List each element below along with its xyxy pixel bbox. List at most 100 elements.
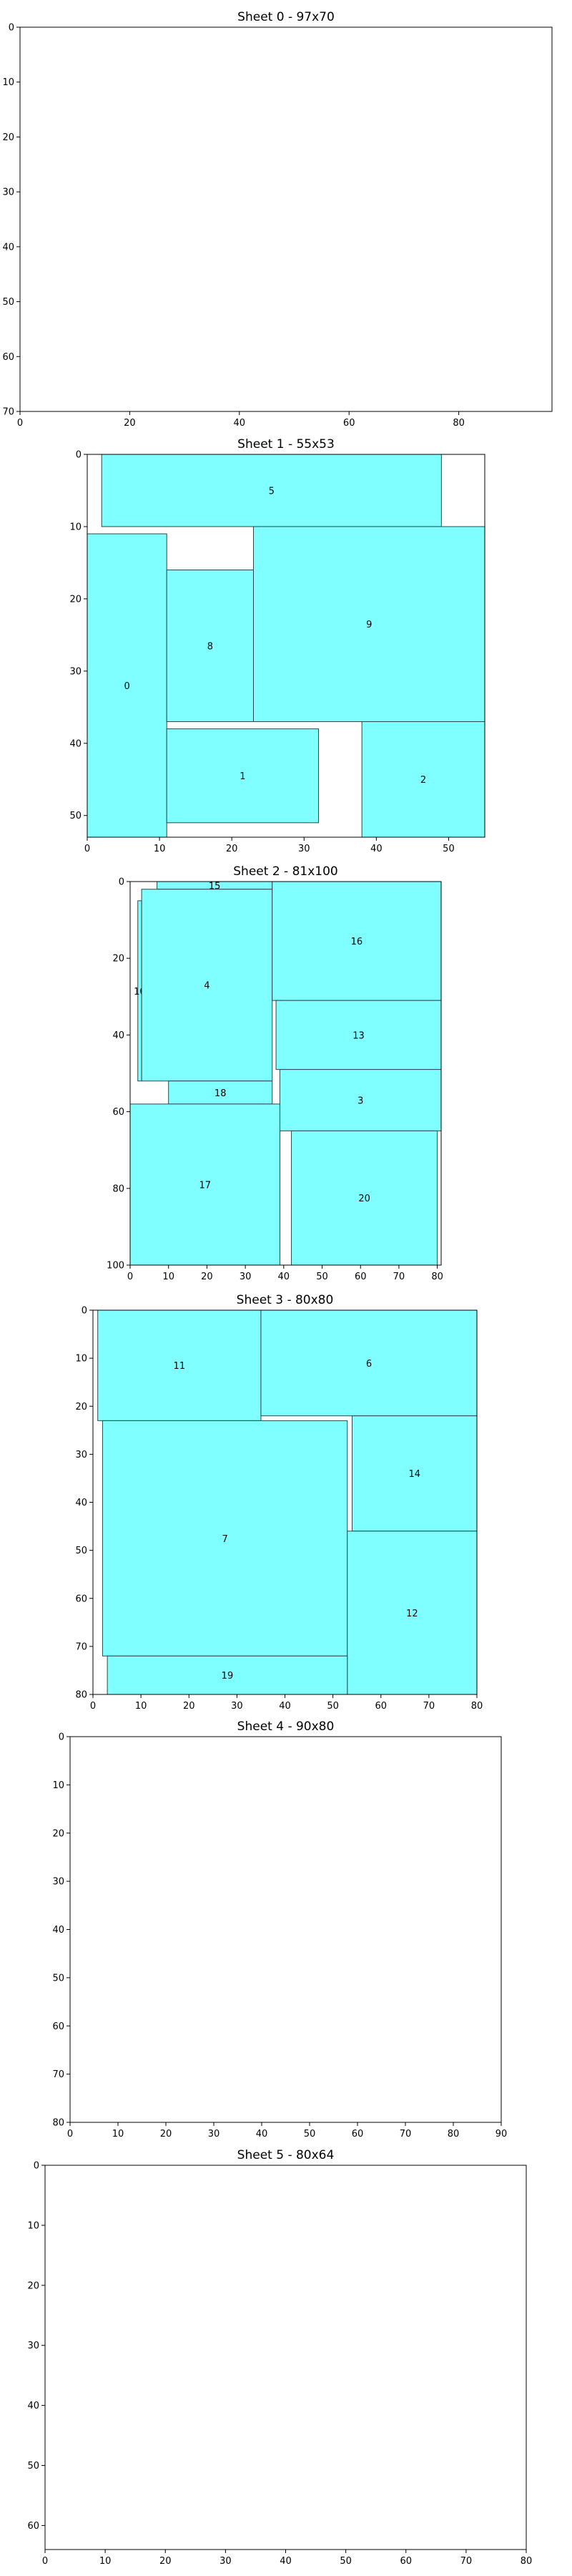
sheet-3-ytick-label: 80 <box>75 1690 87 1701</box>
sheet-2-xtick-label: 10 <box>162 1272 174 1282</box>
sheet-4-chart: Sheet 4 - 90x80 0 10 20 30 40 50 60 70 80 90 0 10 20 3… <box>52 1719 507 2140</box>
sheet-1-piece-label-8: 8 <box>207 642 213 653</box>
sheet-4-xtick-label: 10 <box>112 2129 124 2140</box>
sheet-3-piece-7 <box>102 1420 348 1657</box>
sheet-0-ytick-label: 60 <box>2 352 14 363</box>
sheet-0-xtick-label: 40 <box>234 418 246 429</box>
sheet-3-piece-11 <box>97 1309 262 1421</box>
sheet-3-ytick-label: 20 <box>75 1402 87 1413</box>
sheet-3-piece-label-11: 11 <box>174 1361 186 1372</box>
sheet-3-xtick-label: 30 <box>231 1701 243 1712</box>
sheet-2-ytick-label: 80 <box>112 1184 124 1194</box>
sheet-2-ytick-label: 20 <box>112 954 124 965</box>
sheet-2-title: Sheet 2 - 81x100 <box>233 864 337 879</box>
sheet-3-xtick-label: 0 <box>90 1701 96 1712</box>
sheet-3-ytick-label: 70 <box>75 1641 87 1652</box>
sheet-3-xtick-label: 60 <box>375 1701 387 1712</box>
sheet-1-ytick-label: 30 <box>69 666 82 677</box>
sheet-3-xtick-label: 10 <box>135 1701 147 1712</box>
sheet-3-piece-label-14: 14 <box>408 1469 420 1480</box>
sheet-2-axes-frame <box>129 881 442 1266</box>
sheet-1-piece-5 <box>101 454 442 527</box>
sheet-5-ytick-label: 30 <box>27 2341 39 2351</box>
sheet-0-ytick-label: 50 <box>2 297 14 308</box>
sheet-5-ytick-label: 10 <box>27 2220 39 2231</box>
sheet-1-xtick-label: 40 <box>370 844 383 854</box>
sheet-5-xtick-label: 80 <box>521 2556 533 2567</box>
sheet-2-xtick-label: 40 <box>278 1272 290 1282</box>
sheet-1-ytick-label: 0 <box>76 450 82 461</box>
sheet-0-ytick-label: 40 <box>2 242 14 253</box>
sheet-1-xtick-label: 50 <box>443 844 455 854</box>
sheet-1-piece-label-2: 2 <box>420 775 426 786</box>
sheet-2-piece-17 <box>129 1103 280 1266</box>
sheet-2-piece-label-17: 17 <box>199 1180 211 1191</box>
sheet-4-xtick-label: 20 <box>160 2129 172 2140</box>
sheet-1-piece-label-0: 0 <box>124 681 129 692</box>
sheet-2-piece-label-20: 20 <box>358 1194 370 1204</box>
sheet-1-piece-1 <box>166 728 319 824</box>
sheet-2-piece-label-16: 16 <box>351 937 363 947</box>
sheet-4-xtick-label: 30 <box>208 2129 220 2140</box>
sheet-5-xtick-label: 40 <box>280 2556 292 2567</box>
sheet-2-xtick-label: 50 <box>316 1272 328 1282</box>
sheet-2-piece-label-3: 3 <box>358 1096 363 1107</box>
sheet-4-ytick-label: 80 <box>52 2118 64 2129</box>
sheet-3-ytick-label: 40 <box>75 1498 87 1508</box>
sheet-1-ytick-label: 20 <box>69 594 82 605</box>
sheet-3-ytick-label: 60 <box>75 1594 87 1604</box>
sheet-0-xtick-label: 60 <box>343 418 355 429</box>
sheet-4-ytick-label: 20 <box>52 1828 64 1839</box>
sheet-5-ytick-label: 50 <box>27 2461 39 2472</box>
sheet-2-ytick-label: 60 <box>112 1107 124 1118</box>
sheet-5-axes-frame <box>44 2165 527 2550</box>
sheet-0-ytick-label: 0 <box>9 23 14 34</box>
sheet-5-xtick-label: 70 <box>460 2556 473 2567</box>
sheet-3-chart: Sheet 3 - 80x80 11 6 7 14 12 19 0 10 20 30 40 50 60 70… <box>75 1293 483 1712</box>
sheet-2-xtick-label: 60 <box>355 1272 367 1282</box>
sheet-5-chart: Sheet 5 - 80x64 0 10 20 30 40 50 60 70 80 0 10 20 30 4… <box>27 2148 532 2567</box>
sheet-3-ytick-label: 10 <box>75 1354 87 1365</box>
sheet-3-ytick-label: 0 <box>82 1306 87 1317</box>
sheet-1-title: Sheet 1 - 55x53 <box>237 437 335 452</box>
sheet-5-xtick-label: 30 <box>220 2556 232 2567</box>
sheet-3-piece-label-12: 12 <box>406 1609 418 1619</box>
sheet-0-axes-frame <box>19 26 553 412</box>
sheet-5-xtick-label: 50 <box>340 2556 352 2567</box>
sheet-4-title: Sheet 4 - 90x80 <box>237 1719 335 1734</box>
sheet-3-xtick-label: 40 <box>279 1701 291 1712</box>
sheet-2-piece-4 <box>141 889 273 1082</box>
sheet-2-piece-20 <box>291 1130 438 1266</box>
sheet-1-piece-8 <box>166 570 255 722</box>
sheet-4-axes-frame <box>69 1736 502 2123</box>
sheet-3-xtick-label: 70 <box>423 1701 435 1712</box>
sheet-2-xtick-label: 0 <box>127 1272 133 1282</box>
sheet-4-ytick-label: 30 <box>52 1877 64 1888</box>
sheet-0-xtick-label: 0 <box>17 418 23 429</box>
sheet-1-ytick-label: 10 <box>69 522 82 532</box>
sheet-3-piece-label-6: 6 <box>366 1359 372 1370</box>
sheet-2-piece-label-13: 13 <box>352 1030 365 1041</box>
sheet-1-ytick-label: 50 <box>69 811 82 821</box>
sheet-4-ytick-label: 70 <box>52 2069 64 2080</box>
sheet-1-piece-label-5: 5 <box>269 486 275 497</box>
sheet-2-xtick-label: 20 <box>201 1272 213 1282</box>
sheet-1-axes-frame <box>87 454 485 838</box>
sheet-4-xtick-label: 80 <box>448 2129 460 2140</box>
sheet-2-piece-13 <box>275 1000 442 1070</box>
sheet-0-ytick-label: 10 <box>2 77 14 88</box>
sheet-1-piece-9 <box>253 526 485 722</box>
sheet-4-ytick-label: 10 <box>52 1780 64 1791</box>
sheet-4-xtick-label: 50 <box>304 2129 316 2140</box>
sheet-5-xtick-label: 0 <box>42 2556 48 2567</box>
sheet-3-piece-label-19: 19 <box>222 1671 234 1682</box>
sheet-1-piece-label-9: 9 <box>366 620 372 630</box>
sheet-5-ytick-label: 20 <box>27 2280 39 2291</box>
sheet-3-piece-14 <box>351 1415 478 1532</box>
sheet-2-ytick-label: 100 <box>107 1261 124 1272</box>
sheet-2-xtick-label: 80 <box>431 1272 443 1282</box>
sheet-2-ytick-label: 40 <box>112 1030 124 1041</box>
sheet-4-xtick-label: 40 <box>256 2129 268 2140</box>
